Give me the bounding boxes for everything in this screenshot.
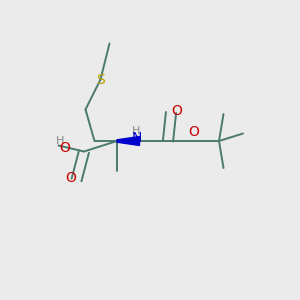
Text: N: N [131,131,142,145]
Text: S: S [96,73,105,86]
Text: H: H [132,126,141,136]
Polygon shape [117,136,140,146]
Text: O: O [66,172,76,185]
Text: O: O [188,125,199,139]
Text: O: O [171,104,182,118]
Text: O: O [60,142,70,155]
Text: H: H [56,136,64,146]
